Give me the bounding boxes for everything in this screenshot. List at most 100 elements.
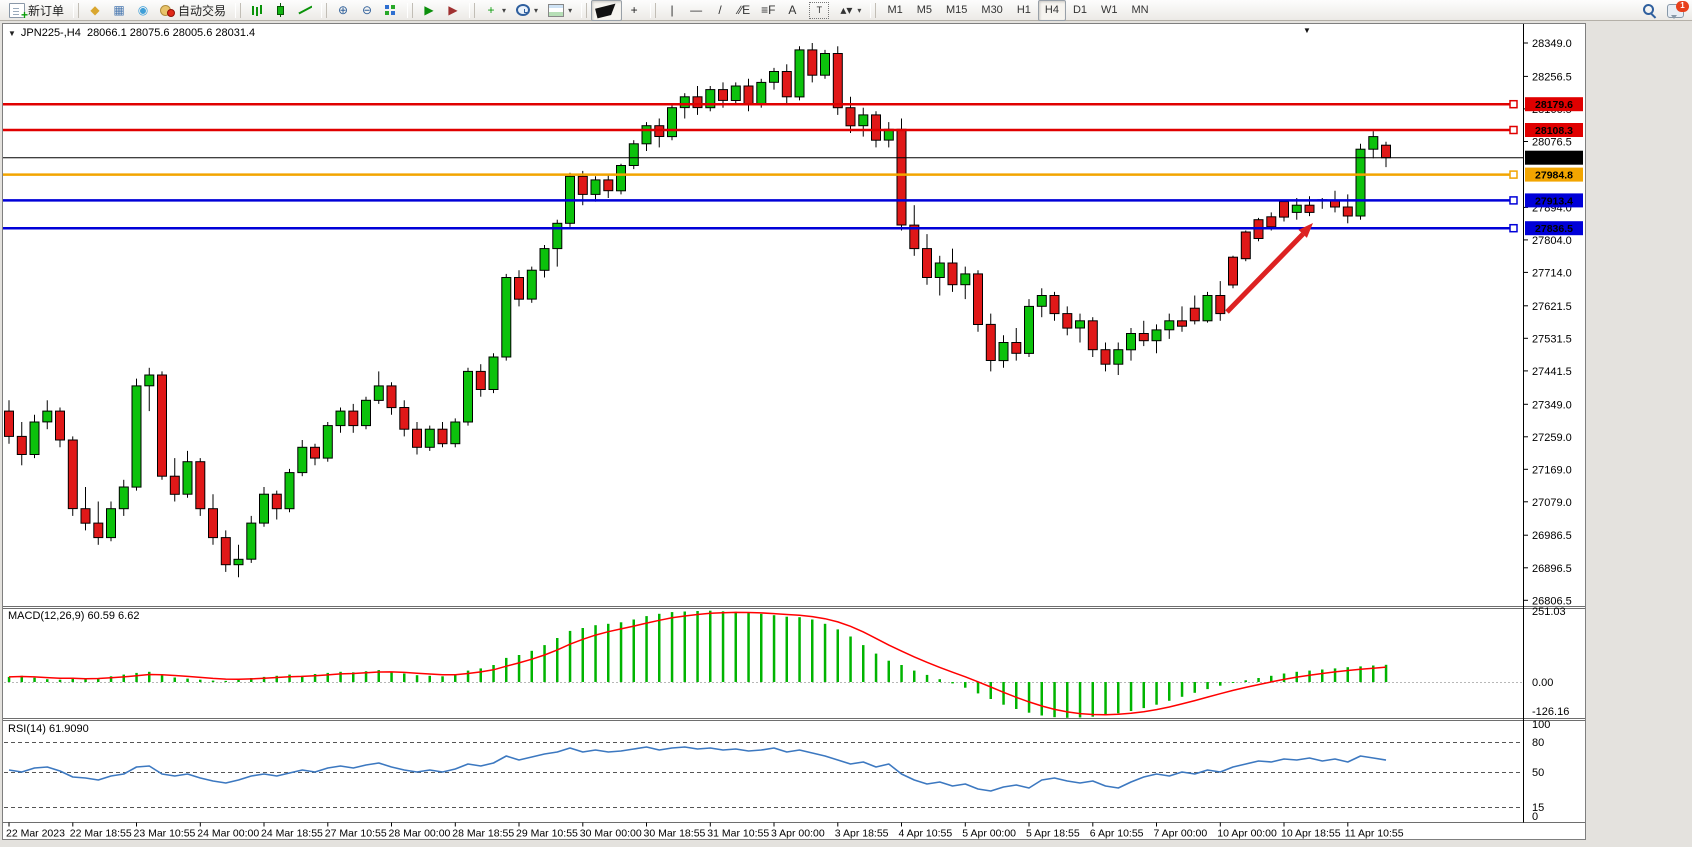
equidistant-channel-button[interactable]: ∕∕E xyxy=(732,0,756,21)
svg-text:28349.0: 28349.0 xyxy=(1532,38,1572,50)
fibonacci-button[interactable]: ≡F xyxy=(756,0,780,21)
cursor-button[interactable] xyxy=(591,0,623,21)
dropdown-arrow-icon[interactable]: ▾ xyxy=(502,5,507,15)
candle-down xyxy=(348,410,359,427)
auto-trading-icon xyxy=(160,4,176,17)
tf-m30-label: M30 xyxy=(981,4,1003,16)
vertical-line-icon: | xyxy=(670,3,674,17)
candle-up xyxy=(335,410,346,427)
candle-down xyxy=(1330,200,1340,208)
tf-h4-button[interactable]: H4 xyxy=(1037,0,1066,21)
text-label-icon: T xyxy=(809,1,830,19)
candle-up xyxy=(118,486,129,510)
svg-text:26896.5: 26896.5 xyxy=(1532,563,1572,575)
vertical-line-button[interactable]: | xyxy=(660,0,684,21)
candle-down xyxy=(310,446,320,459)
svg-text:27259.0: 27259.0 xyxy=(1532,432,1572,444)
svg-text:27621.5: 27621.5 xyxy=(1532,301,1572,313)
chart-profiles-button[interactable]: ◆ xyxy=(83,0,107,21)
templates-icon xyxy=(548,3,565,17)
zoom-in-button[interactable]: ⊕ xyxy=(331,0,355,21)
candle-down xyxy=(832,53,843,109)
svg-text:28179.6: 28179.6 xyxy=(1535,99,1573,111)
time-axis: 22 Mar 2023 22 Mar 18:55 23 Mar 10:55 24 Ma… xyxy=(6,822,1404,840)
text-button[interactable]: A xyxy=(780,0,804,21)
periods-button[interactable]: ▾ xyxy=(511,0,543,21)
zoom-out-button[interactable]: ⊖ xyxy=(355,0,379,21)
line-end-marker xyxy=(1509,196,1518,205)
tf-m1-button[interactable]: M1 xyxy=(880,0,909,21)
candle-down xyxy=(1266,216,1277,228)
toolbar-separator xyxy=(73,2,80,18)
candle-up xyxy=(1368,136,1379,150)
tf-m5-button[interactable]: M5 xyxy=(910,0,939,21)
candle-up xyxy=(42,410,53,423)
horizontal-line-button[interactable]: — xyxy=(684,0,708,21)
candle-up xyxy=(182,461,193,495)
one-click-trading-arrow-icon[interactable]: ▼ xyxy=(8,28,16,38)
search-icon[interactable] xyxy=(1642,3,1657,18)
candle-up xyxy=(106,508,116,539)
svg-text:10 Apr 18:55: 10 Apr 18:55 xyxy=(1281,828,1341,840)
tf-w1-button[interactable]: W1 xyxy=(1094,0,1125,21)
candle-down xyxy=(692,96,703,109)
tf-d1-button[interactable]: D1 xyxy=(1066,0,1094,21)
svg-text:7 Apr 00:00: 7 Apr 00:00 xyxy=(1154,828,1208,840)
market-watch-button[interactable]: ▦ xyxy=(107,0,131,21)
chat-icon[interactable]: 1 xyxy=(1667,0,1689,19)
price-chart[interactable]: 28349.028256.528166.528076.527894.027804… xyxy=(2,23,1586,840)
crosshair-button[interactable]: + xyxy=(622,0,646,21)
chart-shift-button[interactable]: ▶ xyxy=(417,0,441,21)
candle-down xyxy=(845,107,856,127)
toolbar-separator xyxy=(581,2,588,18)
tile-windows-button[interactable] xyxy=(379,0,403,21)
candle-up xyxy=(679,96,690,109)
candlestick-chart-button[interactable] xyxy=(269,0,293,21)
candle-down xyxy=(807,49,818,76)
line-chart-button[interactable] xyxy=(293,0,317,21)
auto-trading-button[interactable]: 自动交易 xyxy=(155,0,231,21)
tf-mn-button[interactable]: MN xyxy=(1125,0,1156,21)
svg-text:6 Apr 10:55: 6 Apr 10:55 xyxy=(1090,828,1144,840)
zoom-in-icon: ⊕ xyxy=(338,3,349,17)
dropdown-arrow-icon[interactable]: ▾ xyxy=(857,5,862,15)
tf-m15-button[interactable]: M15 xyxy=(939,0,974,21)
horizontal-price-lines[interactable] xyxy=(2,99,1523,233)
candle-up xyxy=(526,269,537,300)
bar-chart-button[interactable] xyxy=(245,0,269,21)
svg-text:28076.5: 28076.5 xyxy=(1532,137,1572,149)
auto-scroll-button[interactable]: ▶ xyxy=(441,0,465,21)
dropdown-arrow-icon[interactable]: ▾ xyxy=(568,5,573,15)
text-label-button[interactable]: T xyxy=(804,0,834,21)
indicators-button[interactable]: + ▾ xyxy=(479,0,511,21)
arrows-button[interactable]: ▴▾ ▾ xyxy=(834,0,866,21)
candle-down xyxy=(1381,144,1391,159)
tf-m5-label: M5 xyxy=(916,4,932,16)
signals-button[interactable]: ◉ xyxy=(131,0,155,21)
svg-text:5 Apr 18:55: 5 Apr 18:55 xyxy=(1026,828,1080,840)
dropdown-arrow-icon[interactable]: ▾ xyxy=(534,5,539,15)
toolbar-separator xyxy=(407,2,414,18)
annotation-arrow[interactable] xyxy=(1225,223,1313,314)
tf-m30-button[interactable]: M30 xyxy=(974,0,1009,21)
new-order-button[interactable]: 新订单 xyxy=(4,0,69,21)
svg-text:-126.16: -126.16 xyxy=(1532,706,1569,718)
svg-text:100: 100 xyxy=(1532,719,1550,731)
candle-up xyxy=(284,472,295,510)
candle-down xyxy=(871,114,881,141)
trendline-button[interactable]: / xyxy=(708,0,732,21)
candle-up xyxy=(1075,320,1085,329)
candle-down xyxy=(1011,342,1022,354)
chart-scroll-marker-icon[interactable]: ▼ xyxy=(1303,26,1311,35)
templates-button[interactable]: ▾ xyxy=(543,0,577,21)
svg-text:27913.4: 27913.4 xyxy=(1535,195,1573,207)
candle-up xyxy=(1113,349,1124,365)
svg-text:29 Mar 10:55: 29 Mar 10:55 xyxy=(516,828,578,840)
candle-up xyxy=(552,222,563,250)
tf-h1-label: H1 xyxy=(1016,4,1031,16)
svg-text:15: 15 xyxy=(1532,802,1544,814)
svg-text:22 Mar 18:55: 22 Mar 18:55 xyxy=(70,828,132,840)
candle-up xyxy=(1126,333,1136,351)
market-watch-icon: ▦ xyxy=(113,3,125,17)
tf-h1-button[interactable]: H1 xyxy=(1010,0,1038,21)
